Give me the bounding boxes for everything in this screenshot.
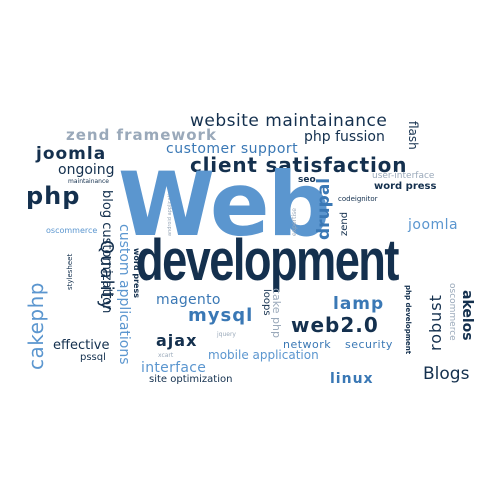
- word-php-fussion: php fussion: [304, 129, 385, 145]
- word-ajax: ajax: [156, 331, 198, 350]
- word-security: security: [345, 338, 393, 351]
- word-xcart: xcart: [158, 352, 174, 359]
- word-blogs: Blogs: [423, 364, 470, 384]
- word-custom-applications: custom applications: [116, 224, 132, 365]
- word-php: php: [26, 182, 81, 210]
- word-effective: effective: [53, 338, 110, 353]
- word-joomla-right: joomla: [408, 217, 459, 233]
- word-cakephp: cakephp: [24, 282, 48, 370]
- word-user-interface: user-interface: [372, 171, 435, 181]
- word-ongoing: ongoing: [58, 162, 115, 178]
- word-customer-support: customer support: [166, 141, 299, 157]
- word-interface: interface: [141, 360, 207, 376]
- word-php-development: php development: [404, 285, 412, 355]
- word-zend-framework: zend framework: [66, 126, 217, 144]
- word-flash: flash: [406, 121, 420, 150]
- word-cake-php: cake php: [270, 288, 283, 338]
- word-website-maintainance: website maintainance: [190, 111, 388, 131]
- word-oscommerce-left: oscommerce: [46, 226, 98, 235]
- word-akelos: akelos: [459, 290, 475, 341]
- word-web: Web: [118, 153, 331, 256]
- word-robust: robust: [426, 294, 445, 351]
- word-pssql: pssql: [80, 352, 106, 363]
- word-maintainance: maintainance: [68, 178, 109, 185]
- word-jquery: jquery: [217, 331, 236, 338]
- word-linux: linux: [330, 371, 374, 387]
- word-seo: seo: [298, 175, 316, 185]
- word-client-satisfaction: client satisfaction: [190, 153, 408, 177]
- word-site-optimization: site optimization: [149, 374, 233, 385]
- word-development: development: [136, 228, 399, 293]
- word-joomla-top: joomla: [36, 144, 107, 164]
- word-codeignitor: codeignitor: [338, 195, 378, 203]
- word-mobile-application: mobile application: [208, 348, 319, 362]
- word-web20: web2.0: [291, 313, 379, 337]
- word-oscommerce-right: oscommerce: [447, 283, 457, 341]
- word-word-press-top: word press: [374, 181, 437, 192]
- word-stylesheet: stylesheet: [66, 253, 74, 290]
- word-quality: Quality: [96, 240, 117, 312]
- word-mysql: mysql: [188, 305, 254, 326]
- word-loops: loops: [261, 289, 272, 316]
- word-network: network: [283, 338, 332, 351]
- word-magento: magento: [156, 292, 221, 308]
- word-lamp: lamp: [333, 294, 385, 314]
